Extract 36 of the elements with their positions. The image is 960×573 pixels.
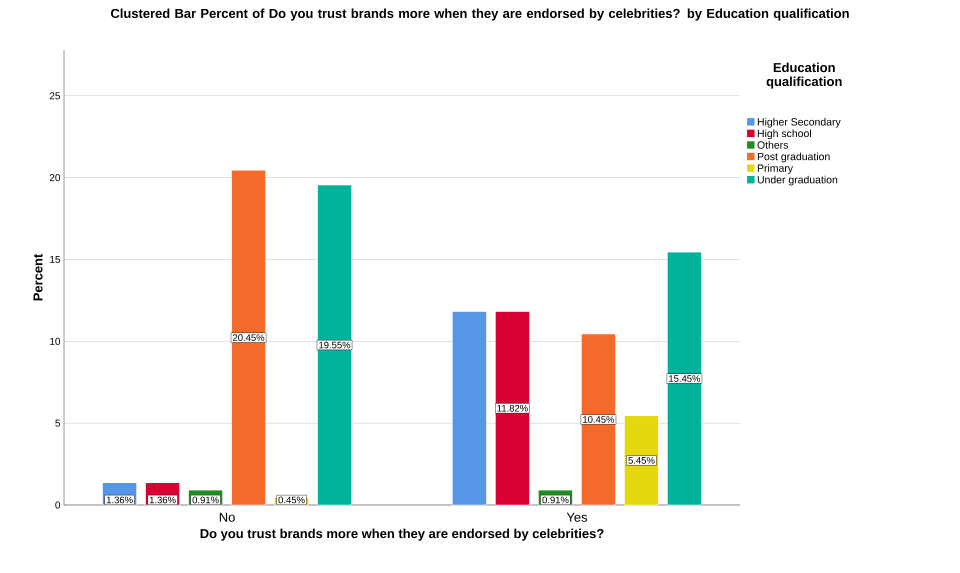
bar (581, 334, 616, 506)
data-label: 15.45% (669, 375, 700, 382)
legend-label: Others (758, 141, 788, 149)
y-tick-label: 5 (55, 420, 60, 427)
data-label: 5.45% (628, 457, 655, 464)
legend-label: High school (758, 129, 811, 140)
bar (452, 311, 487, 506)
data-label: 10.45% (583, 416, 614, 423)
bar (495, 311, 530, 506)
bar (667, 252, 702, 506)
y-tick-label: 25 (50, 92, 60, 100)
legend-label: Post graduation (758, 152, 830, 162)
bar (624, 416, 659, 506)
x-axis-title: Do you trust brands more when they are endorsed by celebrities? (200, 528, 604, 541)
y-tick-label: 15 (50, 256, 60, 263)
bar (231, 170, 266, 506)
y-axis-title: Percent (34, 254, 43, 300)
y-tick-label: 10 (50, 338, 60, 345)
data-label: 0.91% (542, 496, 569, 504)
chart-title: Clustered Bar Percent of Do you trust brands more when they are endorsed by celebrities? by Education qualification (110, 8, 849, 21)
data-label: 1.36% (106, 496, 133, 504)
y-tick-label: 0 (55, 501, 60, 509)
data-label: 1.36% (150, 496, 176, 504)
legend-title: Education qualification (766, 62, 842, 89)
x-tick-label: Yes (566, 512, 588, 522)
data-label: 0.45% (278, 496, 305, 504)
data-label: 19.55% (319, 342, 350, 348)
legend-label: Higher Secondary (758, 118, 841, 128)
y-tick-label: 20 (50, 174, 60, 182)
bar (317, 184, 352, 506)
legend-label: Primary (758, 164, 794, 174)
x-tick-label: No (220, 512, 235, 522)
data-label: 20.45% (232, 334, 264, 341)
data-label: 11.82% (497, 404, 528, 412)
legend-label: Under graduation (758, 176, 838, 186)
data-label: 0.91% (192, 496, 219, 504)
